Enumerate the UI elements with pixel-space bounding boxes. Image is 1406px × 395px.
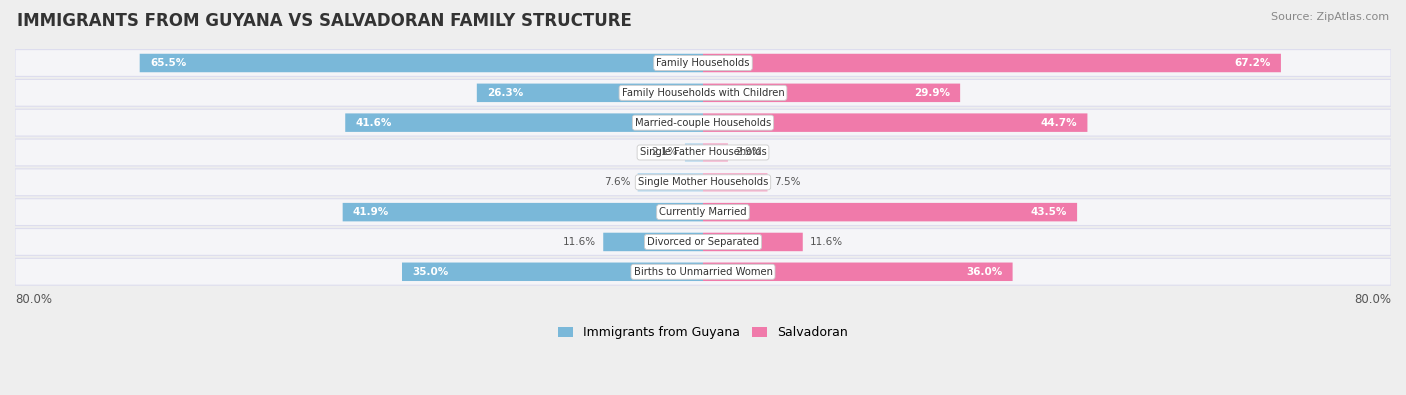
Text: 44.7%: 44.7% [1040,118,1077,128]
FancyBboxPatch shape [15,109,1391,136]
Text: 35.0%: 35.0% [412,267,449,277]
FancyBboxPatch shape [703,113,1087,132]
Text: Family Households: Family Households [657,58,749,68]
Text: Currently Married: Currently Married [659,207,747,217]
Text: 41.6%: 41.6% [356,118,392,128]
FancyBboxPatch shape [15,169,1391,196]
FancyBboxPatch shape [15,139,1391,166]
Text: Single Mother Households: Single Mother Households [638,177,768,187]
Text: 2.1%: 2.1% [651,147,678,158]
Text: 29.9%: 29.9% [914,88,950,98]
Text: 43.5%: 43.5% [1031,207,1067,217]
Text: 80.0%: 80.0% [15,293,52,306]
Text: 67.2%: 67.2% [1234,58,1271,68]
FancyBboxPatch shape [343,203,703,221]
FancyBboxPatch shape [603,233,703,251]
Text: 41.9%: 41.9% [353,207,389,217]
FancyBboxPatch shape [477,84,703,102]
Text: Family Households with Children: Family Households with Children [621,88,785,98]
Text: 2.9%: 2.9% [735,147,761,158]
Text: IMMIGRANTS FROM GUYANA VS SALVADORAN FAMILY STRUCTURE: IMMIGRANTS FROM GUYANA VS SALVADORAN FAM… [17,12,631,30]
FancyBboxPatch shape [703,263,1012,281]
FancyBboxPatch shape [703,84,960,102]
Text: 36.0%: 36.0% [966,267,1002,277]
FancyBboxPatch shape [15,229,1391,256]
FancyBboxPatch shape [402,263,703,281]
Text: Births to Unmarried Women: Births to Unmarried Women [634,267,772,277]
FancyBboxPatch shape [703,54,1281,72]
FancyBboxPatch shape [638,173,703,192]
Text: Source: ZipAtlas.com: Source: ZipAtlas.com [1271,12,1389,22]
FancyBboxPatch shape [703,143,728,162]
Text: 7.6%: 7.6% [605,177,631,187]
FancyBboxPatch shape [15,79,1391,106]
FancyBboxPatch shape [703,233,803,251]
FancyBboxPatch shape [703,203,1077,221]
Text: 11.6%: 11.6% [564,237,596,247]
Text: Married-couple Households: Married-couple Households [636,118,770,128]
Text: 26.3%: 26.3% [486,88,523,98]
Text: Single Father Households: Single Father Households [640,147,766,158]
Legend: Immigrants from Guyana, Salvadoran: Immigrants from Guyana, Salvadoran [553,321,853,344]
FancyBboxPatch shape [685,143,703,162]
Text: Divorced or Separated: Divorced or Separated [647,237,759,247]
Text: 11.6%: 11.6% [810,237,842,247]
FancyBboxPatch shape [346,113,703,132]
FancyBboxPatch shape [139,54,703,72]
Text: 7.5%: 7.5% [775,177,801,187]
FancyBboxPatch shape [15,50,1391,76]
FancyBboxPatch shape [15,199,1391,226]
FancyBboxPatch shape [703,173,768,192]
Text: 80.0%: 80.0% [1354,293,1391,306]
FancyBboxPatch shape [15,258,1391,285]
Text: 65.5%: 65.5% [150,58,186,68]
